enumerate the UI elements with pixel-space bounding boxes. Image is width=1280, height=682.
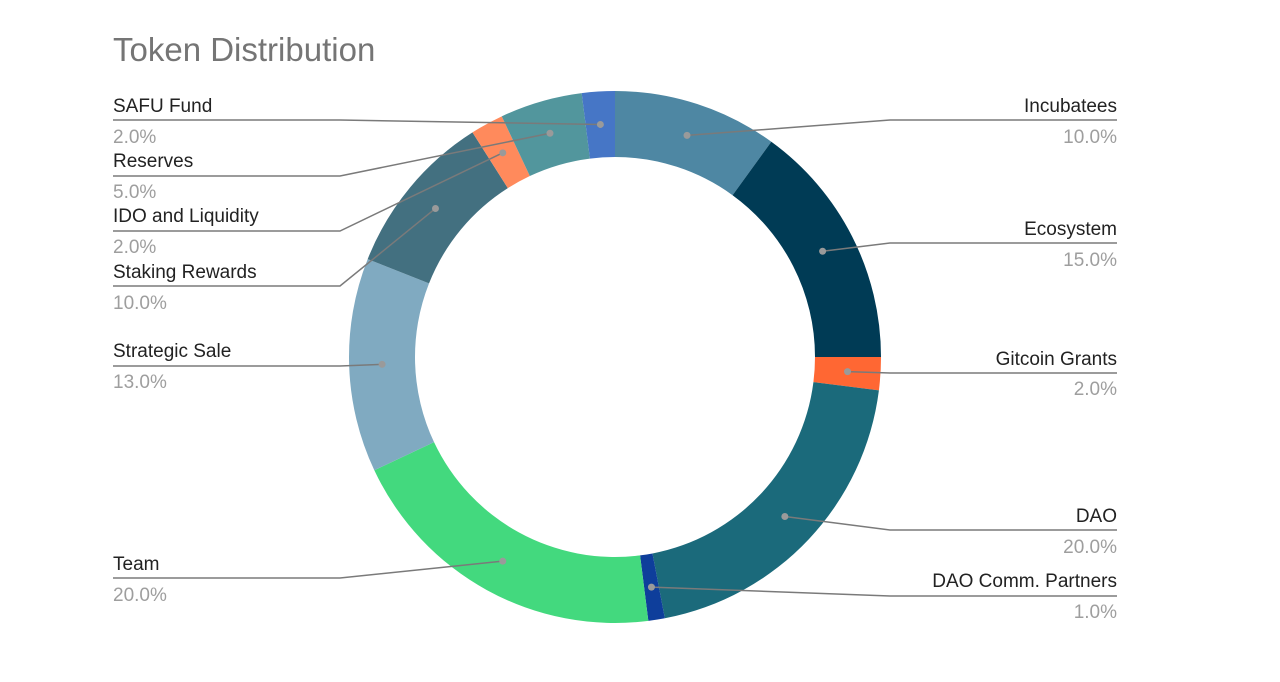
chart-title: Token Distribution [113,31,375,68]
leader-line-team [113,560,503,579]
leader-line-ido-and-liquidity [113,152,504,232]
slice-value-dao-comm-partners: 1.0% [1074,602,1117,623]
slice-label-dao: DAO [1076,506,1117,527]
leader-line-dao-comm-partners [651,586,1117,597]
slice-value-gitcoin-grants: 2.0% [1074,379,1117,400]
slice-label-dao-comm-partners: DAO Comm. Partners [932,571,1117,592]
slice-label-gitcoin-grants: Gitcoin Grants [996,349,1117,370]
slice-label-safu-fund: SAFU Fund [113,96,212,117]
slice-strategic-sale [349,259,435,471]
slice-label-staking-rewards: Staking Rewards [113,262,257,283]
labels-group: Incubatees 10.0% Ecosystem 15.0% Gitcoin Gra… [113,96,1117,623]
leader-line-ecosystem [822,242,1117,252]
leader-line-reserves [113,132,551,177]
slice-value-incubatees: 10.0% [1063,127,1117,148]
slice-label-ido-and-liquidity: IDO and Liquidity [113,206,259,227]
leader-dot-dao [781,512,789,520]
leader-dot-strategic-sale [378,360,386,368]
leader-lines-group [113,119,1117,597]
slices-group [349,91,881,624]
slice-value-dao: 20.0% [1063,537,1117,558]
leader-line-gitcoin-grants [847,370,1117,374]
slice-incubatees [615,91,772,196]
slice-value-strategic-sale: 13.0% [113,372,167,393]
leader-line-staking-rewards [113,207,436,287]
slice-value-reserves: 5.0% [113,182,156,203]
slice-value-team: 20.0% [113,585,167,606]
slice-ecosystem [732,141,881,357]
leader-dot-incubatees [683,131,691,139]
slice-label-ecosystem: Ecosystem [1024,219,1117,240]
slice-value-ido-and-liquidity: 2.0% [113,237,156,258]
leader-dot-gitcoin-grants [844,368,852,376]
leader-dot-staking-rewards [431,204,439,212]
slice-value-safu-fund: 2.0% [113,127,156,148]
leader-dot-safu-fund [596,120,604,128]
leader-dot-dao-comm-partners [647,583,655,591]
slice-value-ecosystem: 15.0% [1063,250,1117,271]
leader-dot-ido-and-liquidity [499,149,507,157]
slice-label-strategic-sale: Strategic Sale [113,341,231,362]
leader-line-incubatees [686,119,1117,137]
slice-label-incubatees: Incubatees [1024,96,1117,117]
slice-label-reserves: Reserves [113,151,193,172]
leader-dot-reserves [546,129,554,137]
leader-line-strategic-sale [113,363,383,367]
leader-dot-team [499,557,507,565]
slice-dao [652,382,879,619]
slice-value-staking-rewards: 10.0% [113,293,167,314]
slice-label-team: Team [113,554,159,575]
leader-dot-ecosystem [819,247,827,255]
slice-team [374,442,649,624]
leader-line-safu-fund [113,119,601,126]
leader-line-dao [784,515,1117,531]
